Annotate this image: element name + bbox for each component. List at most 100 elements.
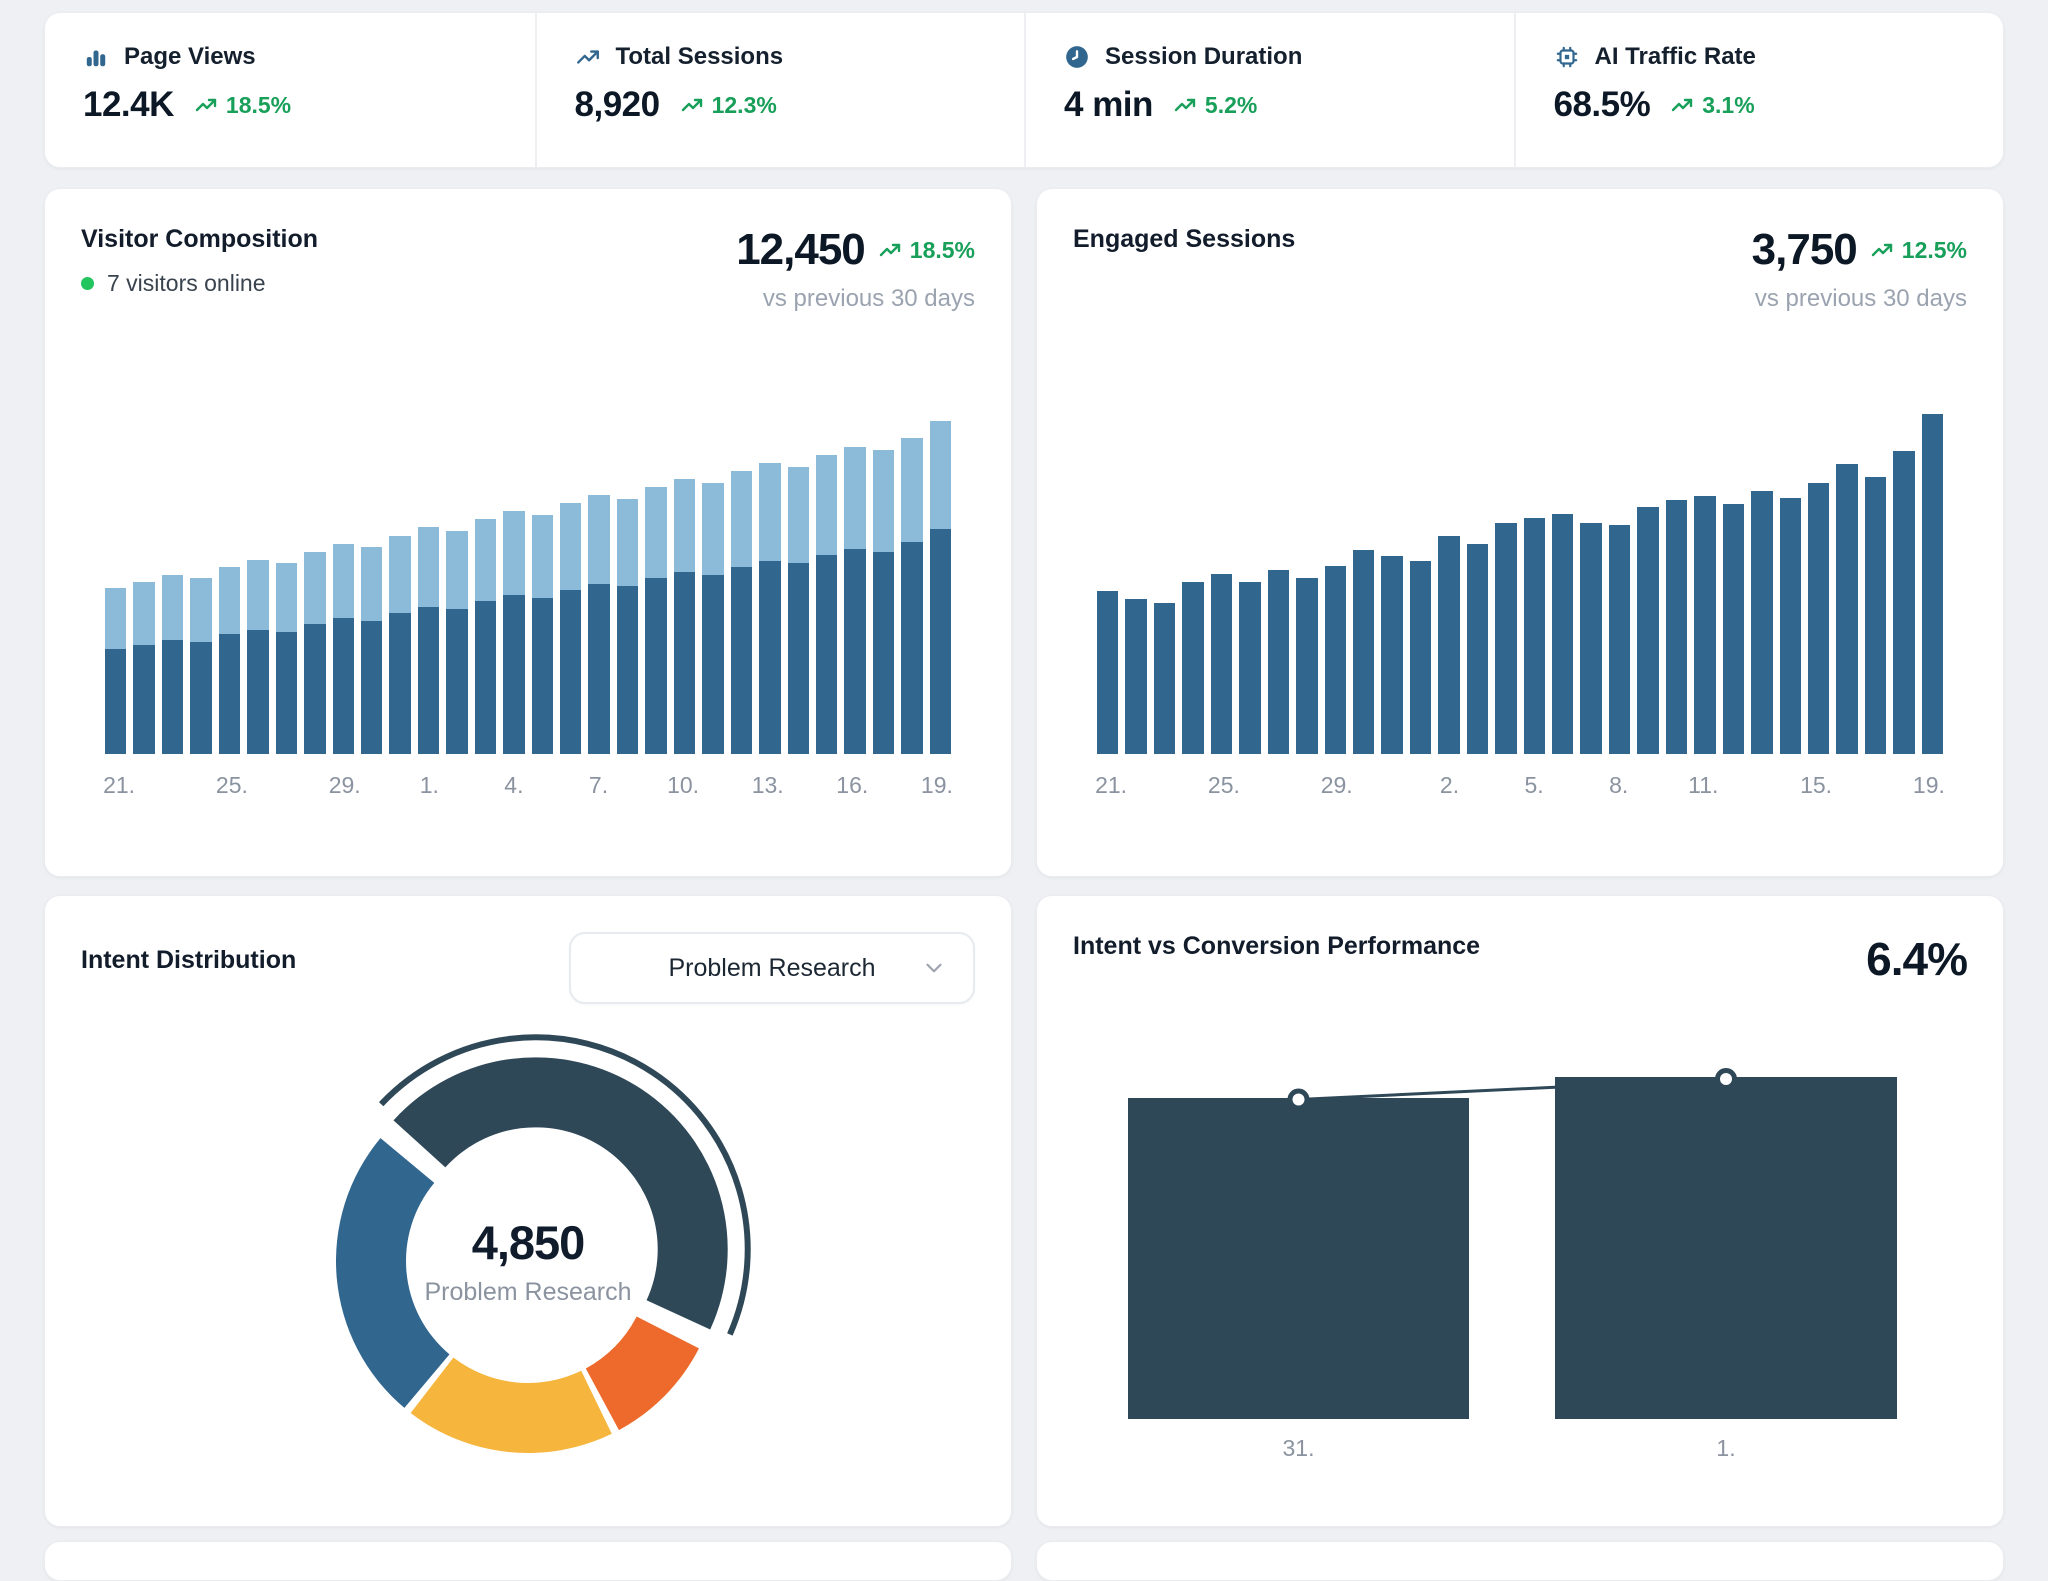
visitor-composition-card: Visitor Composition 7 visitors online 12… — [44, 188, 1012, 877]
bar — [1381, 409, 1403, 754]
card-title: Visitor Composition — [81, 225, 319, 253]
intent-select-dropdown[interactable]: Problem Research — [569, 932, 975, 1004]
donut-segment[interactable] — [393, 1057, 728, 1330]
conversion-rate-value: 6.4% — [1866, 933, 1968, 985]
stacked-bar — [218, 409, 241, 754]
stacked-bar — [474, 409, 497, 754]
card-title: Intent vs Conversion Performance — [1073, 932, 1481, 960]
bar — [1893, 409, 1915, 754]
bar — [1552, 409, 1574, 754]
cpu-chip-icon — [1554, 44, 1580, 70]
x-axis-label: 7. — [588, 772, 609, 798]
bar — [1097, 409, 1119, 754]
bar — [1523, 409, 1545, 754]
bar — [1352, 409, 1375, 754]
x-axis-label: 8. — [1609, 772, 1629, 798]
bar — [1637, 409, 1659, 754]
online-dot-icon — [81, 277, 94, 290]
kpi-label: AI Traffic Rate — [1594, 43, 1756, 70]
intent-bar — [1128, 1097, 1469, 1419]
x-axis-label: 19. — [920, 772, 953, 798]
kpi-label: Session Duration — [1105, 43, 1303, 70]
stacked-bar — [929, 409, 952, 754]
stacked-bar — [901, 409, 923, 754]
bar — [1722, 409, 1745, 754]
bar — [1125, 409, 1147, 754]
card-title: Engaged Sessions — [1073, 225, 1296, 253]
bar-chart-icon — [83, 44, 109, 70]
bar — [1324, 409, 1346, 754]
conversion-point — [1715, 1068, 1737, 1090]
next-row-card — [1036, 1541, 2004, 1581]
kpi-value: 68.5% — [1553, 85, 1651, 124]
donut-selected-outline — [378, 1034, 751, 1336]
bar — [1921, 409, 1944, 754]
visitor-composition-chart: 21. 25. 29. 1. 4. 7. 10. 13. 16. 19. — [103, 409, 953, 804]
bar — [1239, 409, 1261, 754]
stacked-bar — [190, 409, 212, 754]
comparison-label: vs previous 30 days — [1754, 285, 1967, 312]
kpi-label: Page Views — [124, 43, 256, 70]
x-axis-label: 21. — [103, 772, 136, 798]
bar — [1438, 409, 1460, 754]
stacked-bar — [247, 409, 269, 754]
x-axis-label: 5. — [1524, 772, 1544, 798]
card-title: Intent Distribution — [81, 946, 297, 974]
trend-up-icon — [680, 93, 704, 117]
bar — [1580, 409, 1602, 754]
stat-value: 12,450 — [736, 225, 866, 274]
comparison-label: vs previous 30 days — [762, 285, 975, 312]
trend-up-icon — [1870, 238, 1894, 262]
kpi-trend: 18.5% — [194, 92, 291, 119]
bar — [1409, 409, 1432, 754]
bar — [1466, 409, 1489, 754]
conversion-line — [1298, 1077, 1727, 1102]
kpi-label: Total Sessions — [615, 43, 784, 70]
bar — [1694, 409, 1716, 754]
stacked-bar — [730, 409, 753, 754]
stat-value: 3,750 — [1751, 225, 1858, 274]
x-axis-label: 1. — [1716, 1435, 1736, 1461]
stacked-bar — [133, 409, 155, 754]
kpi-card-page-views: Page Views 12.4K 18.5% — [45, 13, 535, 167]
bar — [1864, 409, 1887, 754]
stacked-bar — [360, 409, 383, 754]
stacked-bar — [417, 409, 440, 754]
stacked-bar — [105, 409, 127, 754]
trend-up-icon — [194, 93, 218, 117]
intent-conversion-chart: 31. 1. — [1073, 932, 1967, 1490]
donut-segment[interactable] — [410, 1357, 612, 1453]
next-row — [44, 1541, 2004, 1581]
x-axis-label: 31. — [1282, 1435, 1315, 1461]
stacked-bar — [503, 409, 525, 754]
donut-segment[interactable] — [585, 1316, 699, 1431]
trend-up-icon — [878, 238, 902, 262]
bar — [1807, 409, 1830, 754]
x-axis-label: 15. — [1800, 772, 1833, 798]
x-axis-label: 25. — [215, 772, 248, 798]
next-row-card — [44, 1541, 1012, 1581]
bar — [1296, 409, 1318, 754]
donut-segment[interactable] — [336, 1138, 450, 1408]
bar — [1751, 409, 1773, 754]
kpi-trend: 3.1% — [1670, 92, 1755, 119]
intent-donut-chart[interactable]: 4,850 Problem Research — [293, 1026, 763, 1496]
intent-bar — [1555, 1077, 1897, 1419]
kpi-trend: 12.3% — [680, 92, 777, 119]
stacked-bar — [304, 409, 326, 754]
intent-distribution-card: Intent Distribution Problem Research 4,8… — [44, 895, 1012, 1527]
x-axis-label: 10. — [667, 772, 700, 798]
bar — [1210, 409, 1233, 754]
kpi-value: 4 min — [1064, 85, 1153, 124]
stacked-bar — [702, 409, 724, 754]
kpi-value: 12.4K — [83, 85, 174, 124]
x-axis-label: 19. — [1912, 772, 1945, 798]
stat-trend: 12.5% — [1870, 237, 1967, 264]
x-axis-label: 16. — [836, 772, 869, 798]
stacked-bar — [161, 409, 184, 754]
stacked-bar — [673, 409, 696, 754]
clock-icon — [1064, 44, 1090, 70]
x-axis-label: 11. — [1688, 772, 1719, 798]
visitors-online-status: 7 visitors online — [81, 270, 318, 297]
